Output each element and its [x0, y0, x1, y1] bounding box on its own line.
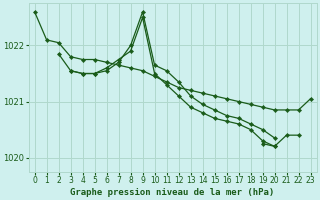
- X-axis label: Graphe pression niveau de la mer (hPa): Graphe pression niveau de la mer (hPa): [70, 188, 275, 197]
